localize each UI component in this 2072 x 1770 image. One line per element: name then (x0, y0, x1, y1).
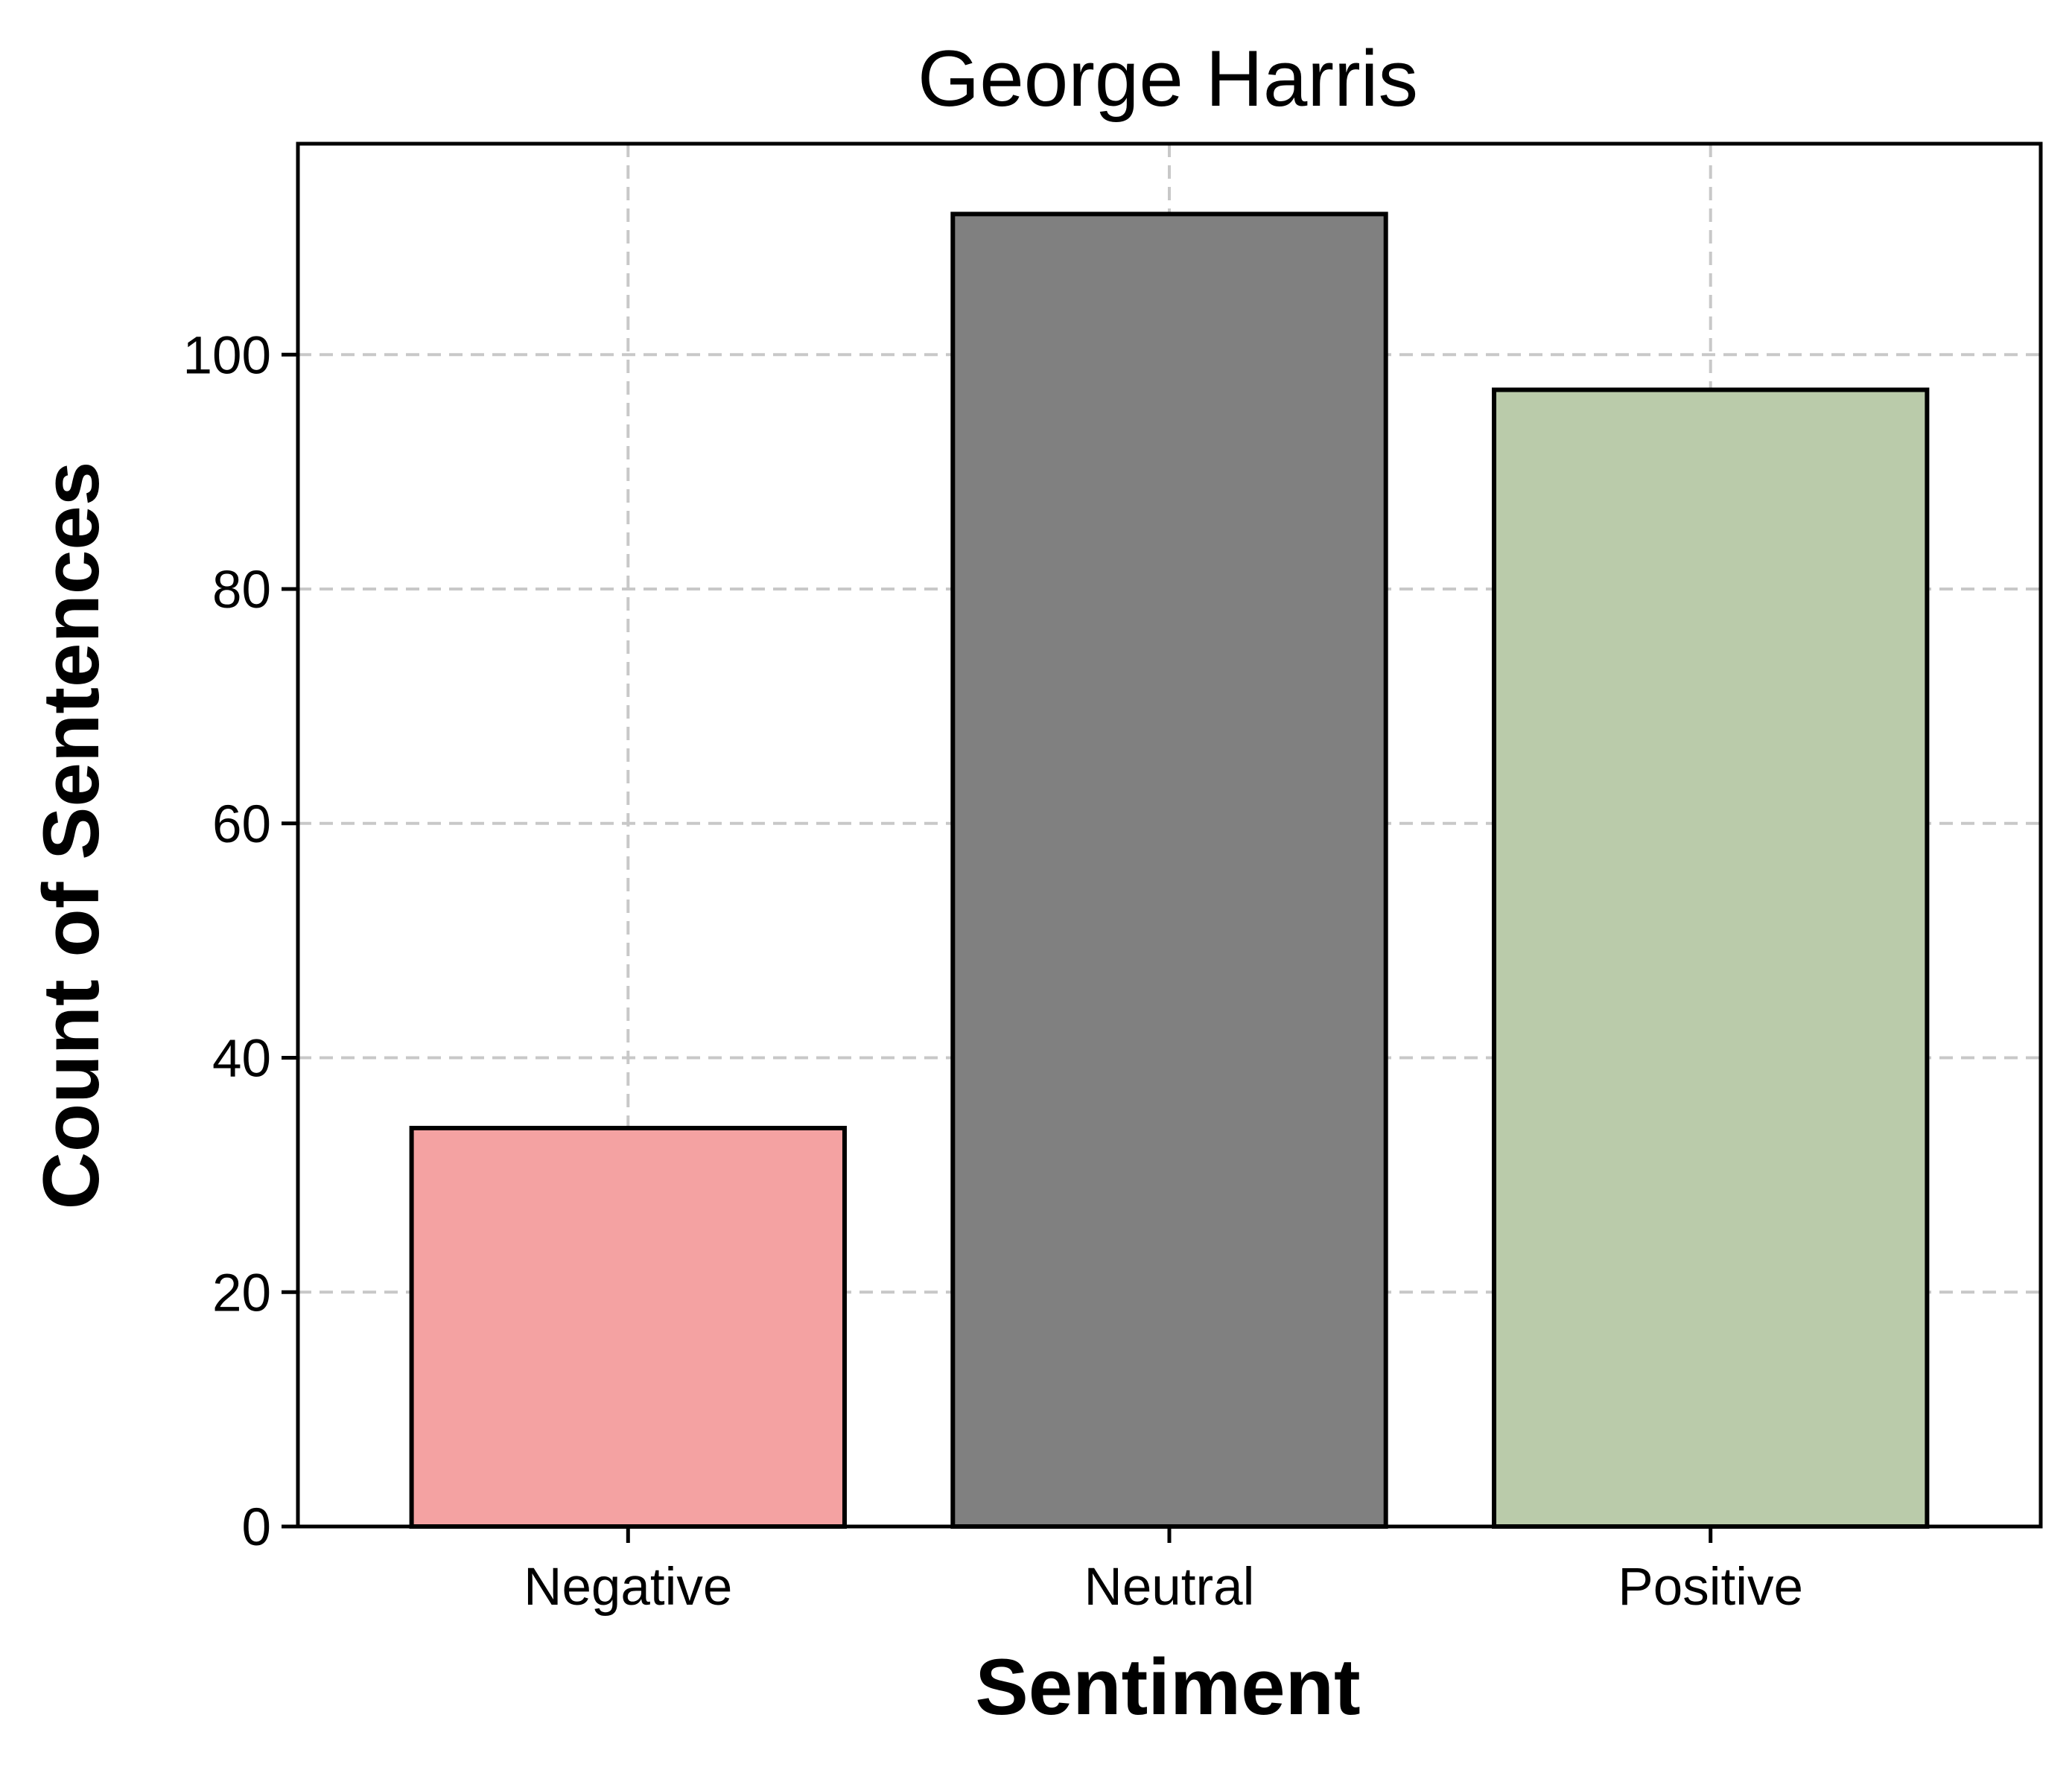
y-tick-label: 60 (212, 795, 271, 854)
x-axis: Negative Neutral Positive (524, 1527, 1803, 1617)
chart-title: George Harris (918, 34, 1418, 123)
y-tick-label: 0 (242, 1498, 272, 1557)
y-tick-label: 40 (212, 1030, 271, 1089)
x-tick-label-positive: Positive (1618, 1558, 1803, 1617)
bar-negative (409, 1125, 847, 1529)
y-tick-label: 20 (212, 1264, 271, 1322)
y-tick-label: 100 (183, 326, 271, 385)
x-tick-label-negative: Negative (524, 1558, 732, 1617)
y-axis-label: Count of Sentences (26, 462, 115, 1210)
x-tick-label-neutral: Neutral (1084, 1558, 1255, 1617)
y-tick-label: 80 (212, 561, 271, 620)
x-axis-label: Sentiment (975, 1642, 1360, 1731)
y-axis: 0 20 40 60 80 100 (183, 326, 298, 1557)
bar-neutral (950, 211, 1388, 1529)
bar-positive (1492, 387, 1930, 1529)
bars (409, 211, 1930, 1529)
